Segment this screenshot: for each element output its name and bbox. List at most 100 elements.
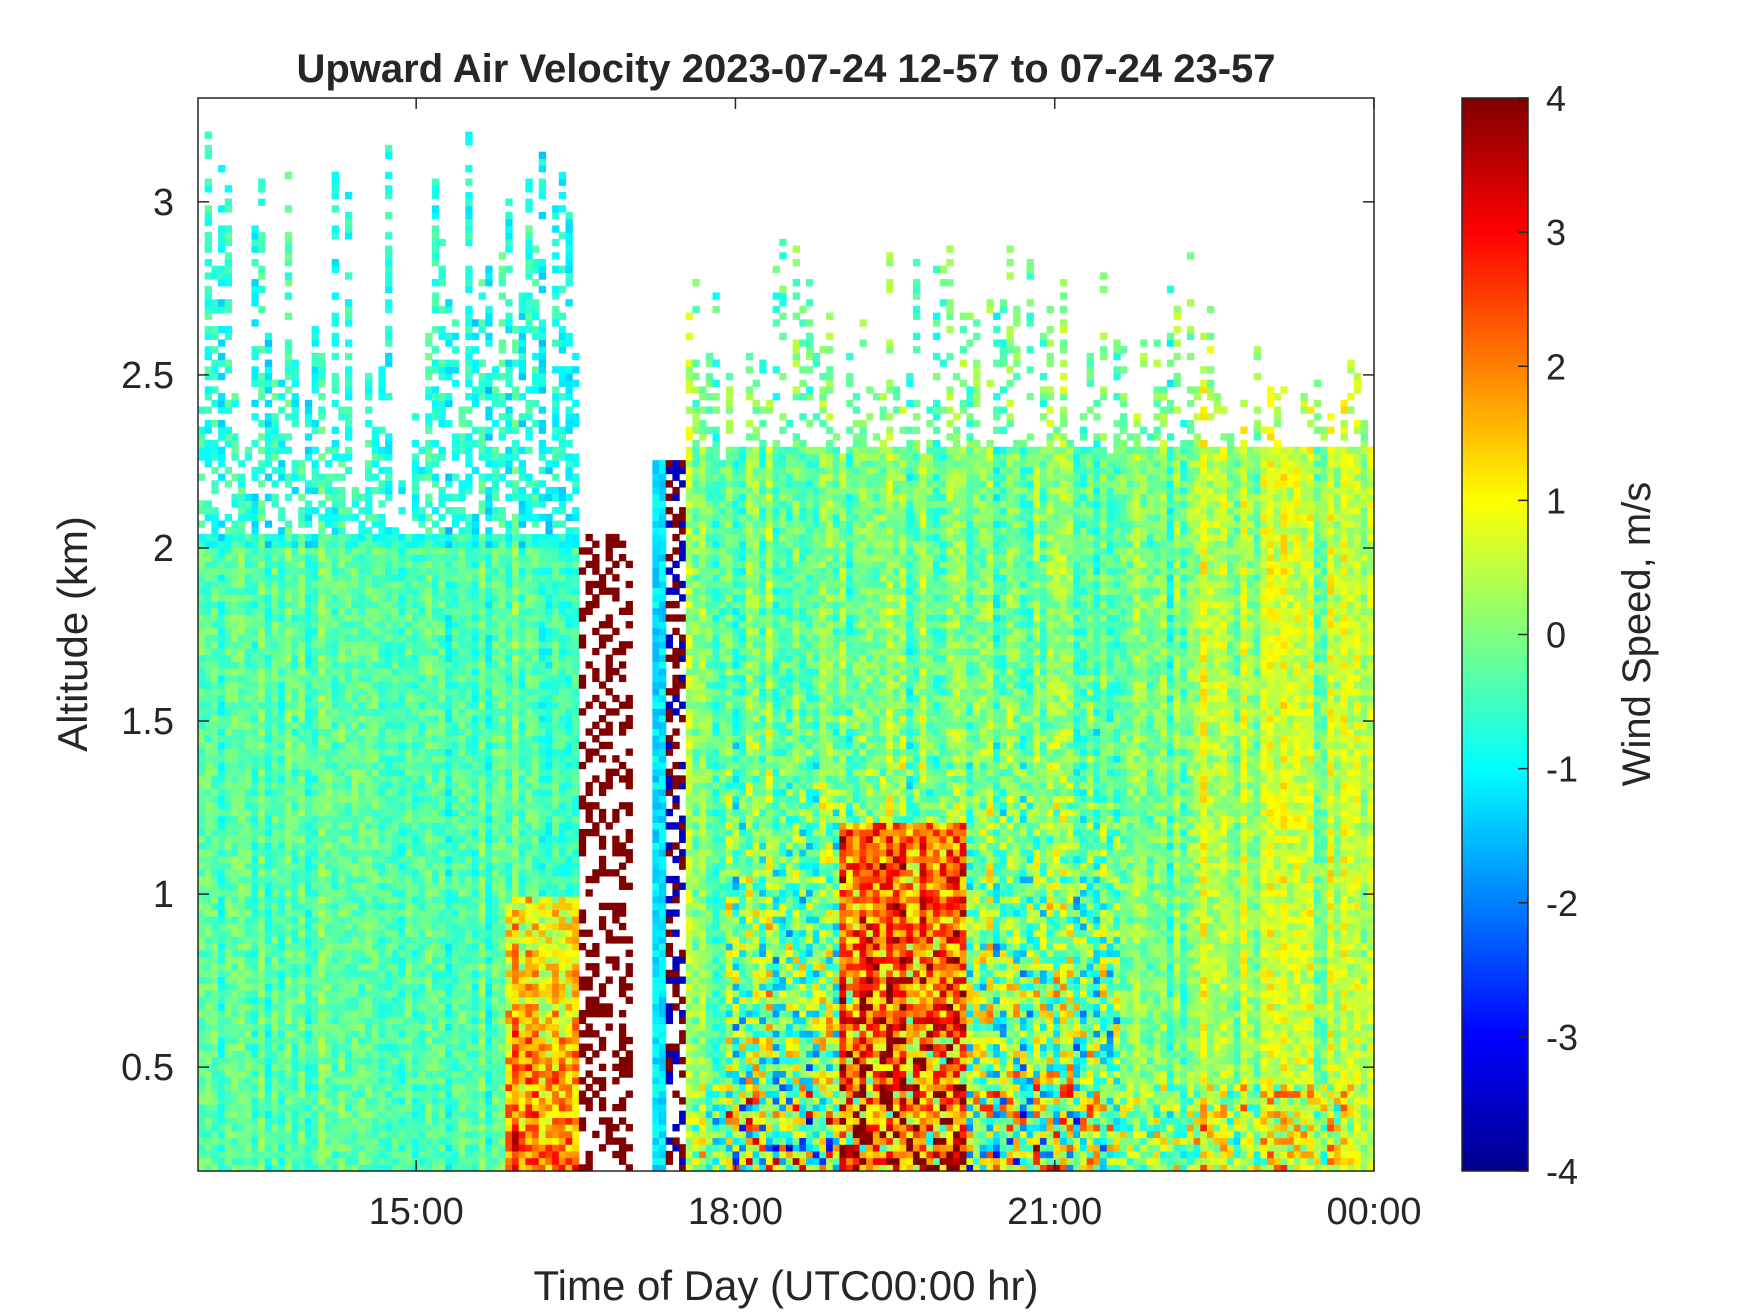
heatmap-cell — [331, 889, 339, 897]
heatmap-cell — [485, 1043, 493, 1051]
heatmap-cell — [198, 1150, 206, 1159]
heatmap-cell — [492, 1063, 500, 1072]
heatmap-cell — [278, 714, 286, 723]
heatmap-cell — [411, 835, 420, 843]
heatmap-cell — [271, 922, 279, 931]
heatmap-cell — [251, 567, 259, 575]
heatmap-cell — [224, 788, 233, 797]
heatmap-cell — [251, 587, 259, 595]
heatmap-cell — [224, 359, 233, 367]
heatmap-cell — [445, 668, 453, 676]
heatmap-cell — [271, 989, 279, 998]
heatmap-cell — [244, 614, 253, 622]
heatmap-cell — [485, 788, 493, 797]
heatmap-cell — [438, 272, 446, 280]
heatmap-cell — [244, 560, 253, 569]
heatmap-cell — [224, 902, 233, 911]
heatmap-cell — [418, 788, 426, 797]
heatmap-cell — [411, 547, 420, 555]
heatmap-cell — [298, 782, 306, 790]
heatmap-cell — [291, 379, 299, 387]
heatmap-cell — [431, 708, 440, 716]
heatmap-cell — [271, 1056, 279, 1065]
heatmap-cell — [204, 1083, 212, 1092]
heatmap-cell — [264, 708, 273, 716]
heatmap-cell — [331, 1130, 339, 1139]
heatmap-cell — [438, 1150, 446, 1159]
heatmap-cell — [378, 668, 386, 676]
heatmap-cell — [358, 621, 366, 629]
heatmap-cell — [331, 513, 339, 522]
heatmap-cell — [338, 708, 346, 716]
heatmap-cell — [358, 674, 366, 683]
heatmap-cell — [318, 788, 326, 797]
heatmap-cell — [291, 473, 299, 481]
heatmap-cell — [238, 849, 246, 857]
heatmap-cell — [418, 1010, 426, 1018]
heatmap-cell — [251, 936, 259, 944]
heatmap-cell — [438, 419, 446, 428]
heatmap-cell — [345, 822, 353, 830]
heatmap-cell — [271, 1117, 279, 1125]
heatmap-cell — [451, 513, 460, 522]
heatmap-cell — [438, 882, 446, 890]
heatmap-cell — [438, 641, 446, 649]
heatmap-cell — [264, 1144, 273, 1152]
heatmap-cell — [411, 942, 420, 951]
heatmap-cell — [451, 835, 460, 843]
heatmap-cell — [331, 1063, 339, 1072]
heatmap-cell — [304, 889, 313, 897]
heatmap-cell — [298, 1077, 306, 1085]
heatmap-cell — [358, 896, 366, 904]
heatmap-cell — [298, 714, 306, 723]
heatmap-cell — [324, 896, 333, 904]
heatmap-cell — [258, 607, 266, 615]
heatmap-cell — [371, 634, 380, 642]
heatmap-cell — [238, 842, 246, 850]
heatmap-cell — [411, 989, 420, 998]
heatmap-cell — [198, 956, 206, 964]
heatmap-cell — [324, 828, 333, 837]
heatmap-cell — [465, 963, 473, 971]
heatmap-cell — [331, 232, 339, 240]
heatmap-cell — [218, 896, 226, 904]
heatmap-cell — [198, 882, 206, 890]
heatmap-cell — [271, 1077, 279, 1085]
heatmap-cell — [211, 674, 219, 683]
heatmap-cell — [204, 460, 212, 468]
heatmap-cell — [324, 855, 333, 864]
heatmap-cell — [244, 721, 253, 729]
heatmap-cell — [451, 808, 460, 817]
heatmap-cell — [251, 942, 259, 951]
heatmap-cell — [418, 547, 426, 555]
heatmap-cell — [358, 775, 366, 783]
heatmap-cell — [425, 1137, 433, 1145]
heatmap-cell — [304, 621, 313, 629]
heatmap-cell — [445, 359, 453, 367]
heatmap-cell — [405, 634, 413, 642]
heatmap-cell — [398, 1063, 406, 1072]
heatmap-cell — [311, 788, 319, 797]
heatmap-cell — [311, 721, 319, 729]
heatmap-cell — [198, 1016, 206, 1025]
heatmap-cell — [458, 1083, 466, 1092]
heatmap-cell — [298, 755, 306, 763]
heatmap-cell — [291, 674, 299, 683]
heatmap-cell — [224, 842, 233, 850]
heatmap-cell — [271, 956, 279, 964]
heatmap-cell — [311, 708, 319, 716]
heatmap-cell — [198, 782, 206, 790]
heatmap-cell — [471, 956, 480, 964]
heatmap-cell — [418, 587, 426, 595]
heatmap-cell — [492, 862, 500, 870]
heatmap-cell — [438, 782, 446, 790]
heatmap-cell — [238, 1103, 246, 1112]
heatmap-cell — [492, 1150, 500, 1159]
heatmap-cell — [485, 446, 493, 455]
heatmap-cell — [378, 466, 386, 475]
heatmap-cell — [445, 1144, 453, 1152]
heatmap-cell — [371, 1083, 380, 1092]
heatmap-cell — [371, 828, 380, 837]
heatmap-cell — [198, 594, 206, 602]
heatmap-cell — [224, 265, 233, 273]
